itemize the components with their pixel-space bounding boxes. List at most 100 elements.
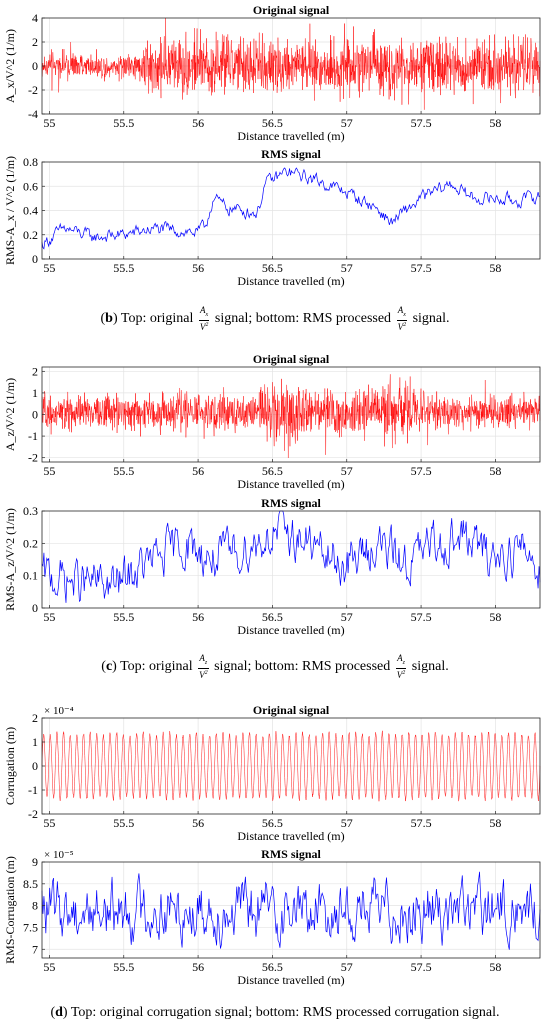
- x-tick-label: 55: [43, 116, 55, 130]
- chart-c_bot: 55 55.5 56 56.5 57 57.5 58 0 0.1 0.2 0.3 RMS signal…: [3, 496, 541, 637]
- series-line: [41, 510, 541, 603]
- y-tick-label: 8: [32, 899, 38, 913]
- caption-letter: d: [55, 1005, 63, 1020]
- x-tick-label: 57: [341, 960, 353, 974]
- x-tick-label: 56: [192, 960, 204, 974]
- caption-text: signal; bottom: RMS processed: [214, 311, 392, 327]
- x-tick-label: 57: [341, 116, 353, 130]
- fraction: Az V2: [198, 653, 209, 680]
- caption-text: signal; bottom: RMS processed: [214, 659, 391, 675]
- y-tick-label: -4: [28, 107, 38, 121]
- y-tick-label: 0.6: [23, 179, 38, 193]
- x-tick-label: 58: [489, 116, 501, 130]
- x-tick-label: 56: [192, 464, 204, 478]
- x-tick-label: 55.5: [113, 261, 134, 275]
- x-axis-label: Distance travelled (m): [237, 623, 344, 637]
- x-tick-label: 57.5: [411, 261, 432, 275]
- caption-b: (b) Top: original Ax V2 signal; bottom: R…: [100, 305, 450, 332]
- x-tick-label: 57.5: [411, 816, 432, 830]
- y-axis-label: RMS-A_z/V^2 (1/m): [3, 508, 17, 611]
- x-tick-label: 57.5: [411, 960, 432, 974]
- chart-b_bot: 55 55.5 56 56.5 57 57.5 58 0 0.2 0.4 0.6 0.8 RMS sig…: [3, 147, 541, 288]
- chart-b_top: 55 55.5 56 56.5 57 57.5 58 -4 -2 0 2 4 Original sign…: [3, 3, 541, 143]
- y-tick-label: 0: [32, 252, 38, 266]
- y-tick-label: 0: [32, 59, 38, 73]
- series-line: [41, 17, 541, 110]
- chart-d_bot: 55 55.5 56 56.5 57 57.5 58 7 7.5 8 8.5 9 × 10⁻⁵ RMS s…: [3, 847, 541, 987]
- x-axis-label: Distance travelled (m): [237, 129, 344, 143]
- x-tick-label: 57.5: [411, 116, 432, 130]
- chart-d_top: 55 55.5 56 56.5 57 57.5 58 -2 -1 0 1 2 × 10⁻⁴ Origina…: [3, 703, 541, 843]
- axis-exponent: × 10⁻⁴: [44, 705, 74, 717]
- x-tick-label: 57.5: [411, 610, 432, 624]
- x-tick-label: 58: [489, 464, 501, 478]
- caption-letter: c: [105, 659, 113, 675]
- y-tick-label: 9: [32, 855, 38, 869]
- y-axis-label: RMS-Corrugation (m): [3, 856, 17, 964]
- y-tick-label: -1: [28, 429, 38, 443]
- y-tick-label: 1: [32, 735, 38, 749]
- caption-d: (d) Top: original corrugation signal; bo…: [50, 1005, 500, 1020]
- y-tick-label: 0: [32, 408, 38, 422]
- x-tick-label: 55.5: [113, 610, 134, 624]
- y-axis-label: RMS-A_x / V^2 (1/m): [3, 156, 17, 265]
- y-tick-label: 7.5: [23, 920, 38, 934]
- caption-text: signal.: [411, 659, 449, 675]
- y-tick-label: 8.5: [23, 877, 38, 891]
- y-tick-label: -2: [28, 83, 38, 97]
- x-tick-label: 56.5: [262, 464, 283, 478]
- series-line: [41, 167, 541, 250]
- x-tick-label: 55: [43, 960, 55, 974]
- y-tick-label: 0.1: [23, 569, 38, 583]
- y-axis-label: A_x/V^2 (1/m): [3, 29, 17, 103]
- y-axis-label: Corrugation (m): [3, 727, 17, 805]
- y-tick-label: 2: [32, 711, 38, 725]
- axes-box: [41, 510, 541, 609]
- y-tick-label: 4: [32, 11, 38, 25]
- y-tick-label: 0.2: [23, 536, 38, 550]
- x-tick-label: 55.5: [113, 464, 134, 478]
- y-tick-label: 0.2: [23, 228, 38, 242]
- y-axis-label: A_z/V^2 (1/m): [3, 378, 17, 451]
- series-line: [41, 374, 541, 458]
- x-tick-label: 57: [341, 816, 353, 830]
- series-line: [41, 871, 541, 950]
- caption-c: (c) Top: original Az V2 signal; bottom: R…: [101, 653, 449, 680]
- y-tick-label: 0.8: [23, 155, 38, 169]
- x-axis-label: Distance travelled (m): [237, 274, 344, 288]
- fraction: Az V2: [395, 653, 407, 680]
- x-tick-label: 56.5: [262, 816, 283, 830]
- axis-exponent: × 10⁻⁵: [44, 849, 74, 861]
- x-tick-label: 58: [489, 816, 501, 830]
- x-tick-label: 57.5: [411, 464, 432, 478]
- x-tick-label: 55: [43, 816, 55, 830]
- fraction: Ax V2: [198, 305, 210, 332]
- chart-c_top: 55 55.5 56 56.5 57 57.5 58 -2 -1 0 1 2 Original sign…: [3, 352, 541, 491]
- y-tick-label: -1: [28, 783, 38, 797]
- fraction: Ax V2: [396, 305, 408, 332]
- series-line: [41, 730, 541, 802]
- chart-title: Original signal: [253, 352, 330, 366]
- caption-text: Top: original: [120, 659, 193, 675]
- x-tick-label: 58: [489, 261, 501, 275]
- caption-text: Top: original corrugation signal; bottom…: [70, 1005, 500, 1020]
- x-tick-label: 57: [341, 261, 353, 275]
- caption-text: Top: original: [120, 311, 194, 327]
- x-tick-label: 56.5: [262, 610, 283, 624]
- x-tick-label: 56.5: [262, 261, 283, 275]
- y-tick-label: 0.3: [23, 504, 38, 518]
- y-tick-label: 7: [32, 942, 38, 956]
- y-tick-label: 2: [32, 364, 38, 378]
- x-tick-label: 55.5: [113, 116, 134, 130]
- y-tick-label: 0.4: [23, 204, 38, 218]
- y-tick-label: 0: [32, 759, 38, 773]
- x-tick-label: 58: [489, 960, 501, 974]
- caption-text: signal.: [412, 311, 450, 327]
- x-tick-label: 55: [43, 610, 55, 624]
- y-tick-label: 2: [32, 35, 38, 49]
- chart-title: Original signal: [253, 703, 330, 717]
- x-axis-label: Distance travelled (m): [237, 477, 344, 491]
- x-tick-label: 56: [192, 261, 204, 275]
- y-tick-label: 1: [32, 386, 38, 400]
- y-tick-label: 0: [32, 601, 38, 615]
